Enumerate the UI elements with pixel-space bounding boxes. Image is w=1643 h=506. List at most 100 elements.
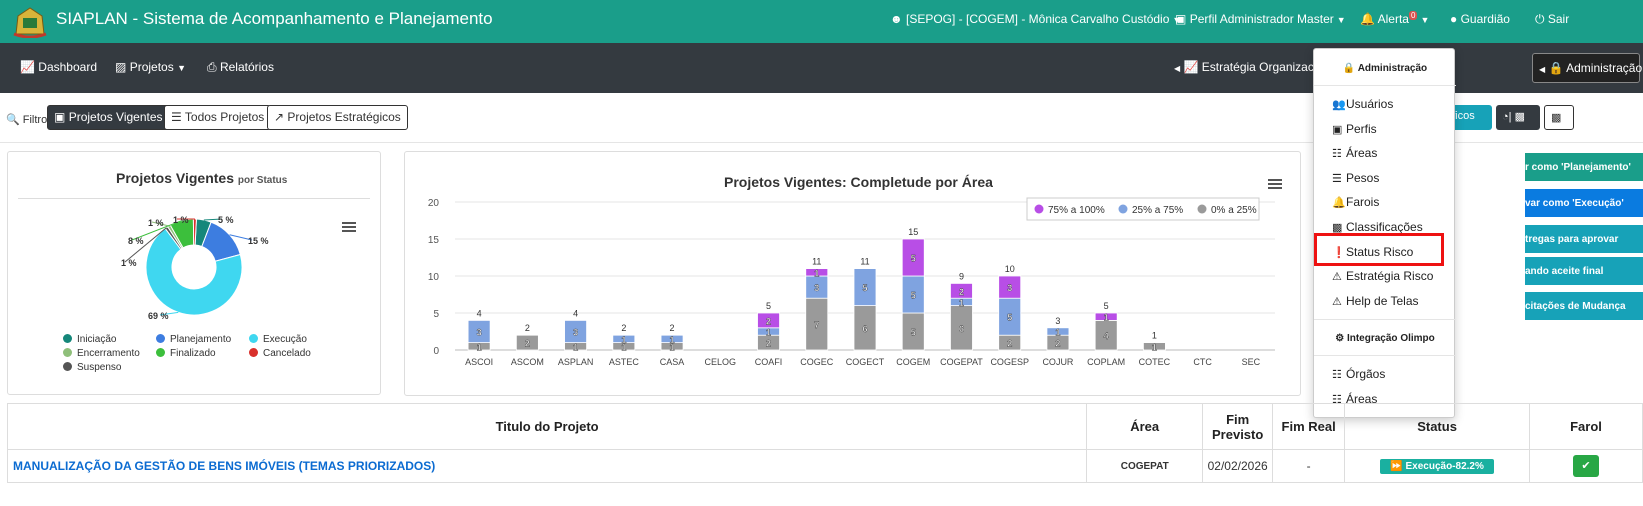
bar-segment[interactable] <box>660 334 684 343</box>
pie-leader-line <box>203 218 223 221</box>
profile-menu[interactable]: ▣ Perfil Administrador Master ▼ <box>1175 12 1346 26</box>
nav-estrategia[interactable]: ◀ 📈 Estratégia Organizacion <box>1174 60 1330 74</box>
dropdown-item-estratégia-risco[interactable]: ⚠ Estratégia Risco <box>1332 269 1433 283</box>
user-name: [SEPOG] - [COGEM] - Mônica Carvalho Cust… <box>905 12 1170 26</box>
filter-vigentes-button[interactable]: ▣ Projetos Vigentes <box>47 105 170 130</box>
sitemap-icon: ☷ <box>1332 393 1342 406</box>
line-chart-icon: ↗ <box>274 110 285 124</box>
dropdown-item-classificações[interactable]: ▩ Classificações <box>1332 220 1423 234</box>
chart-menu-icon[interactable] <box>342 222 356 233</box>
legend-item[interactable]: Suspenso <box>63 362 121 373</box>
action-button[interactable]: citações de Mudança <box>1525 292 1643 320</box>
dropdown-item-pesos[interactable]: ☰ Pesos <box>1332 171 1379 185</box>
action-button[interactable]: ando aceite final <box>1525 257 1643 285</box>
bar-segment[interactable] <box>1094 312 1118 321</box>
col-header-area[interactable]: Área <box>1086 403 1204 450</box>
bar-segment[interactable] <box>853 268 877 306</box>
x-tick-label: ASCOI <box>465 357 493 367</box>
pie-leader-line <box>131 220 182 241</box>
pie-slice-execução[interactable] <box>145 227 243 316</box>
nav-relatorios-label: Relatórios <box>219 60 274 74</box>
dropdown-divider <box>1314 85 1456 86</box>
legend-item[interactable]: Iniciação <box>63 334 116 345</box>
bar-segment[interactable] <box>1046 327 1070 336</box>
bar-segment[interactable] <box>564 319 587 343</box>
dropdown-item-farois[interactable]: 🔔Farois <box>1332 195 1379 209</box>
line-chart-icon: 📈 <box>1183 60 1199 74</box>
caret-down-icon: ▼ <box>1420 15 1430 25</box>
filter-todos-button[interactable]: ☰ Todos Projetos <box>164 105 272 130</box>
legend-label: Planejamento <box>170 334 232 345</box>
action-button[interactable]: r como 'Planejamento' <box>1525 153 1643 181</box>
warning-icon: ⚠ <box>1332 295 1342 308</box>
pie-leader-line <box>229 234 253 241</box>
col-header-titulo[interactable]: Titulo do Projeto <box>6 403 1088 450</box>
x-tick-label: COAFI <box>755 357 783 367</box>
project-status-cell: ⏩ Execução-82.2% <box>1344 449 1531 483</box>
logout-link[interactable]: ⏻ Sair <box>1535 12 1569 27</box>
bar-chart-icon: ▩ <box>1551 112 1562 124</box>
bar-segment[interactable] <box>950 282 973 299</box>
nav-relatorios[interactable]: ⎙ Relatórios <box>207 60 274 75</box>
bar-segment[interactable] <box>757 312 780 329</box>
bar-segment-label: 1 <box>670 335 675 345</box>
project-title-link[interactable]: MANUALIZAÇÃO DA GESTÃO DE BENS IMÓVEIS (… <box>6 449 1088 483</box>
nav-administracao[interactable]: ◀ 🔒 Administração <box>1532 53 1642 83</box>
check-icon[interactable]: ✔ <box>1573 455 1599 477</box>
pie-data-label: 69 % <box>148 311 169 321</box>
bar-segment[interactable] <box>515 334 539 351</box>
nav-projetos[interactable]: ▨ Projetos ▼ <box>115 60 186 74</box>
bar-segment[interactable] <box>901 238 925 277</box>
dropdown-item-label: Farois <box>1346 195 1380 210</box>
bar-segment[interactable] <box>467 319 491 343</box>
chart-menu-icon[interactable] <box>1268 179 1282 190</box>
status-text: Execução-82.2% <box>1405 461 1484 472</box>
status-badge[interactable]: ⏩ Execução-82.2% <box>1380 459 1494 474</box>
col-header-farol[interactable]: Farol <box>1529 403 1643 450</box>
pie-bar-toggle-button[interactable]: ◔| ▩ <box>1496 105 1540 130</box>
legend-item[interactable]: Encerramento <box>63 348 140 359</box>
legend-label: 25% a 75% <box>1132 205 1183 216</box>
y-tick-label: 15 <box>428 235 440 246</box>
legend-item[interactable]: Cancelado <box>249 348 311 359</box>
dropdown-item-áreas[interactable]: ☷ Áreas <box>1332 146 1377 160</box>
users-icon: 👥 <box>1332 99 1346 111</box>
nav-dashboard-label: Dashboard <box>38 60 98 74</box>
pie-data-label: 1 % <box>173 215 189 225</box>
col-header-fim-previsto[interactable]: Fim Previsto <box>1202 403 1274 450</box>
dropdown-item-usuários[interactable]: 👥Usuários <box>1332 97 1393 111</box>
bar-total-label: 2 <box>525 323 530 333</box>
bar-segment[interactable] <box>998 275 1022 299</box>
dropdown-item-perfis[interactable]: ▣ Perfis <box>1332 122 1377 136</box>
col-header-status[interactable]: Status <box>1344 403 1531 450</box>
dropdown-item-áreas[interactable]: ☷ Áreas <box>1332 392 1377 406</box>
col-header-fim-real[interactable]: Fim Real <box>1272 403 1346 450</box>
legend-item[interactable]: Execução <box>249 334 307 345</box>
filter-estrategicos-button[interactable]: ↗ Projetos Estratégicos <box>267 105 408 130</box>
action-button[interactable]: var como 'Execução' <box>1525 189 1643 217</box>
dropdown-item-label: Áreas <box>1346 146 1378 161</box>
pie-leader-line <box>151 221 170 227</box>
bar-segment[interactable] <box>805 268 829 277</box>
caret-left-icon: ◀ <box>1174 64 1181 73</box>
dropdown-item-status-risco[interactable]: ❗Status Risco <box>1332 245 1413 259</box>
legend-item[interactable]: Planejamento <box>156 334 231 345</box>
bar-segment-label: 3 <box>573 328 578 338</box>
legend-label: Iniciação <box>77 334 117 345</box>
bar-segment[interactable] <box>1143 342 1166 351</box>
nav-dashboard[interactable]: 📈 Dashboard <box>20 60 97 74</box>
guardiao-link[interactable]: ● Guardião <box>1450 12 1510 26</box>
bar-segment-label: 3 <box>477 328 482 338</box>
user-menu[interactable]: ☻ [SEPOG] - [COGEM] - Mônica Carvalho Cu… <box>890 12 1181 26</box>
alert-menu[interactable]: 🔔 Alerta 0 ▼ <box>1360 11 1430 26</box>
exclamation-circle-icon: ❗ <box>1332 246 1346 259</box>
bar-chart-button[interactable]: ▩ <box>1544 105 1574 130</box>
dropdown-item-help-de-telas[interactable]: ⚠ Help de Telas <box>1332 294 1419 308</box>
action-button[interactable]: tregas para aprovar <box>1525 225 1643 253</box>
bell-icon: 🔔 <box>1332 197 1346 210</box>
x-tick-label: CELOG <box>705 357 737 367</box>
legend-item[interactable]: Finalizado <box>156 348 216 359</box>
bar-segment[interactable] <box>612 334 636 343</box>
bar-card-title: Projetos Vigentes: Completude por Área <box>724 174 993 190</box>
dropdown-item-órgãos[interactable]: ☷ Órgãos <box>1332 367 1385 381</box>
